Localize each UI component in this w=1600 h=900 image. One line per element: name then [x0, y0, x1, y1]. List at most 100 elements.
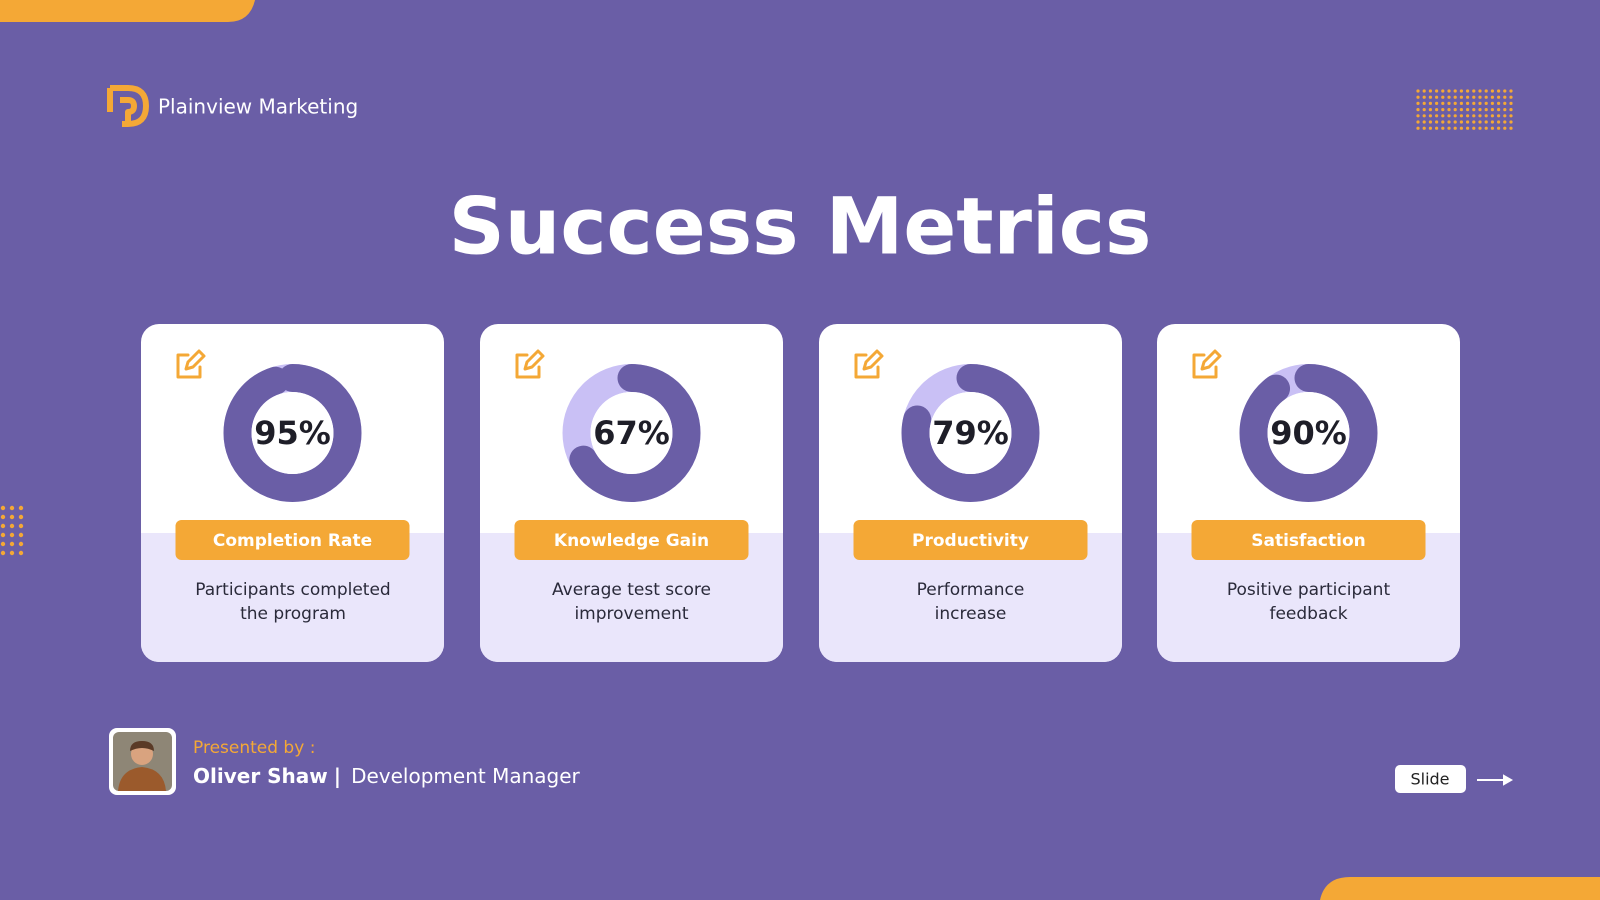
dot	[1416, 120, 1420, 124]
dot	[1497, 114, 1501, 118]
metric-value: 67%	[593, 414, 670, 452]
dot	[1484, 101, 1488, 105]
dot	[1428, 108, 1432, 112]
separator: |	[334, 764, 341, 788]
dot	[1422, 89, 1426, 93]
dot	[1497, 101, 1501, 105]
edit-icon-pen	[862, 349, 884, 371]
metric-pill	[1191, 520, 1426, 560]
edit-icon-pen	[1200, 349, 1222, 371]
dot	[1484, 126, 1488, 130]
metric-pill	[853, 520, 1088, 560]
dot	[1459, 108, 1463, 112]
metric-label: Satisfaction	[1251, 531, 1365, 551]
dot	[9, 532, 15, 538]
dot	[1447, 89, 1451, 93]
dot	[18, 550, 24, 556]
dot	[1466, 126, 1470, 130]
dot	[1441, 89, 1445, 93]
dot	[1435, 101, 1439, 105]
metric-description: Performance increase	[916, 580, 1025, 624]
dot	[1428, 95, 1432, 99]
dot	[1453, 95, 1457, 99]
dot	[1490, 114, 1494, 118]
dot	[1447, 95, 1451, 99]
edit-icon	[854, 349, 884, 379]
dot	[1478, 101, 1482, 105]
corner-shape	[1320, 877, 1600, 900]
dot	[1453, 108, 1457, 112]
dot	[1490, 101, 1494, 105]
donut-hole	[929, 392, 1012, 474]
slide-button-label[interactable]: Slide	[1410, 770, 1449, 789]
slide-button[interactable]	[1395, 765, 1466, 793]
donut-hole	[590, 392, 673, 474]
dot	[1484, 108, 1488, 112]
dot	[1472, 101, 1476, 105]
dot	[1484, 95, 1488, 99]
dot	[1435, 108, 1439, 112]
metric-card: 90% Satisfaction	[1157, 324, 1460, 662]
dot	[1497, 95, 1501, 99]
dot	[1466, 101, 1470, 105]
edit-icon-pen	[184, 349, 206, 371]
dot	[1416, 108, 1420, 112]
dot	[1478, 120, 1482, 124]
dot	[1509, 101, 1513, 105]
dot	[1478, 126, 1482, 130]
dot	[1472, 114, 1476, 118]
dot	[18, 523, 24, 529]
metric-value: 79%	[932, 414, 1009, 452]
donut-arc	[1239, 364, 1378, 502]
dot	[1459, 89, 1463, 93]
presenter-name: Oliver Shaw	[193, 764, 328, 788]
dot	[1497, 89, 1501, 93]
dot	[1509, 95, 1513, 99]
dot	[1478, 95, 1482, 99]
dot	[1447, 114, 1451, 118]
edit-icon-box	[854, 353, 880, 379]
dot	[18, 514, 24, 520]
dot	[1453, 120, 1457, 124]
donut-arc	[223, 364, 362, 502]
dot	[1472, 126, 1476, 130]
dot	[1509, 108, 1513, 112]
metric-label: Productivity	[912, 531, 1029, 551]
dot	[1422, 95, 1426, 99]
dot	[1435, 114, 1439, 118]
brand-name: Plainview Marketing	[158, 95, 358, 119]
dot	[1435, 126, 1439, 130]
dot	[1441, 108, 1445, 112]
dot	[18, 532, 24, 538]
dot	[1441, 120, 1445, 124]
presenter-role: Development Manager	[351, 764, 580, 788]
dot	[1466, 95, 1470, 99]
dot	[1416, 95, 1420, 99]
dot	[9, 523, 15, 529]
metric-card: 67% Knowledge Gain	[480, 324, 783, 662]
dot	[1503, 89, 1507, 93]
dot	[1466, 89, 1470, 93]
dot	[18, 541, 24, 547]
dot	[1447, 108, 1451, 112]
dot	[1503, 101, 1507, 105]
dot	[1428, 120, 1432, 124]
dot	[1447, 101, 1451, 105]
edit-icon	[1192, 349, 1222, 379]
dot	[1459, 101, 1463, 105]
logo	[107, 85, 149, 127]
metric-description: Average test score improvement	[552, 580, 711, 624]
dot	[1435, 89, 1439, 93]
dot	[1472, 95, 1476, 99]
dot	[1490, 126, 1494, 130]
dot	[1453, 89, 1457, 93]
edit-icon-pen	[523, 349, 545, 371]
edit-icon	[176, 349, 206, 379]
dot	[1447, 120, 1451, 124]
dot	[1447, 126, 1451, 130]
donut-arc	[562, 364, 701, 502]
metric-label: Completion Rate	[213, 531, 372, 551]
dot	[1422, 101, 1426, 105]
edit-icon-box	[515, 353, 541, 379]
